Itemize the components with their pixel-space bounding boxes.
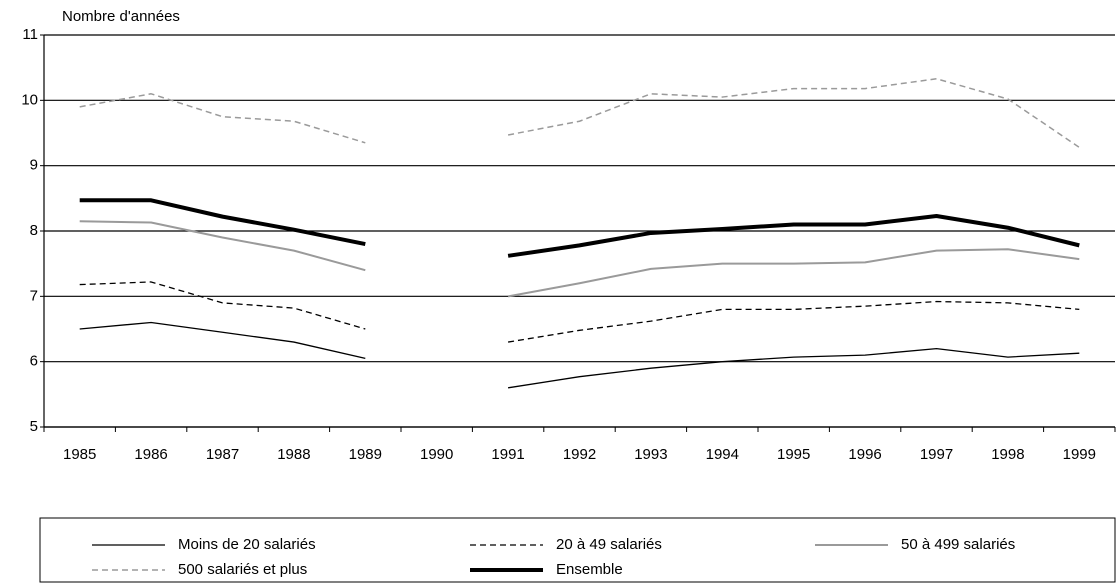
y-tick-label: 5 [30, 418, 38, 435]
x-tick-label: 1988 [277, 446, 310, 463]
x-tick-label: 1989 [349, 446, 382, 463]
y-tick-label: 10 [21, 91, 38, 108]
legend-label: Ensemble [556, 561, 623, 578]
legend-label: Moins de 20 salariés [178, 536, 316, 553]
x-tick-label: 1996 [848, 446, 881, 463]
x-tick-label: 1991 [491, 446, 524, 463]
series-line [79, 198, 1080, 258]
y-tick-label: 9 [30, 157, 38, 174]
x-tick-label: 1999 [1063, 446, 1096, 463]
y-tick-label: 7 [30, 287, 38, 304]
series-line [79, 220, 1080, 298]
series-line [79, 321, 1080, 389]
x-tick-label: 1985 [63, 446, 96, 463]
legend-box [39, 517, 1116, 583]
legend-label: 20 à 49 salariés [556, 536, 662, 553]
legend-label: 500 salariés et plus [178, 561, 307, 578]
x-tick-label: 1998 [991, 446, 1024, 463]
x-tick-label: 1993 [634, 446, 667, 463]
y-tick-label: 8 [30, 222, 38, 239]
y-axis-label: Nombre d'années [62, 8, 180, 25]
series-line [79, 281, 1080, 343]
x-tick-label: 1986 [134, 446, 167, 463]
y-tick-label: 11 [22, 26, 38, 43]
x-tick-label: 1997 [920, 446, 953, 463]
legend-label: 50 à 499 salariés [901, 536, 1015, 553]
series-line [79, 78, 1080, 148]
x-tick-label: 1992 [563, 446, 596, 463]
x-tick-label: 1995 [777, 446, 810, 463]
x-tick-label: 1994 [706, 446, 739, 463]
x-tick-label: 1987 [206, 446, 239, 463]
y-tick-label: 6 [30, 353, 38, 370]
x-tick-label: 1990 [420, 446, 453, 463]
